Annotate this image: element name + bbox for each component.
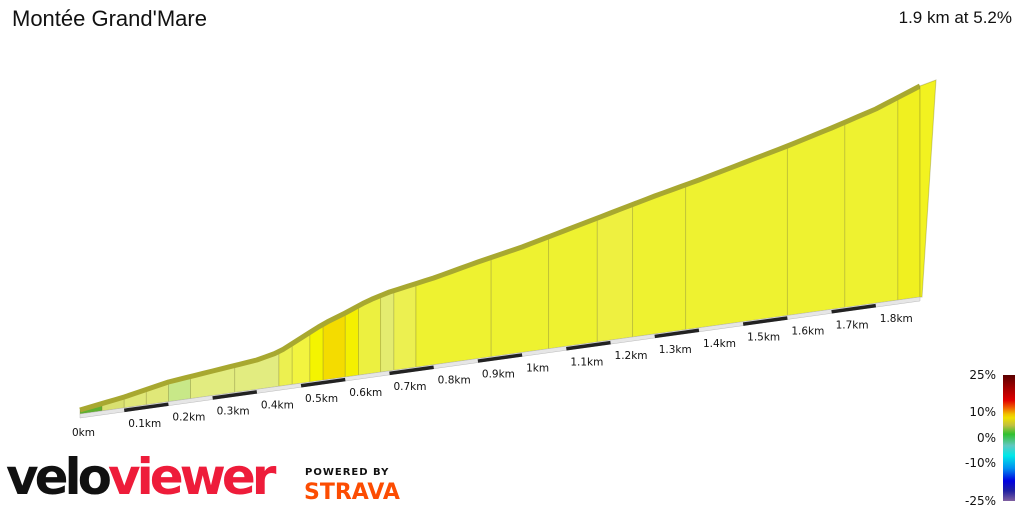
climb-summary: 1.9 km at 5.2% xyxy=(898,8,1012,27)
logo-viewer: viewer xyxy=(108,448,276,506)
profile-top-edge-line xyxy=(79,83,922,413)
profile-top-edge xyxy=(79,79,937,413)
profile-segment xyxy=(632,184,687,338)
legend-label-10: 10% xyxy=(969,405,996,419)
veloviewer-logo: veloviewer xyxy=(6,452,276,502)
axis-tick-label: 0.7km xyxy=(393,381,426,393)
profile-segment xyxy=(344,305,359,378)
axis-tick-label: 1.6km xyxy=(791,325,824,337)
axis-tick-label: 1.5km xyxy=(747,332,780,344)
legend-label-0: 0% xyxy=(976,431,996,445)
axis-scale-bar xyxy=(742,316,788,326)
axis-scale-bar xyxy=(123,402,169,413)
axis-scale-bar xyxy=(654,328,700,339)
legend-label-neg10: -10% xyxy=(964,456,996,470)
climb-title: Montée Grand'Mare xyxy=(12,6,207,31)
logo-velo: velo xyxy=(6,448,112,506)
axis-tick-labels: 0km 0.1km 0.2km 0.3km 0.4km 0.5km 0.6km 0.7km 0.… xyxy=(72,313,913,439)
axis-scale-bar xyxy=(212,390,258,400)
axis-tick-label: 1.3km xyxy=(659,344,692,356)
gradient-legend-bar xyxy=(1003,375,1015,501)
axis-scale-bar xyxy=(389,365,434,376)
axis-tick-label: 1.4km xyxy=(703,338,736,350)
axis-tick-label: 0.9km xyxy=(482,369,515,381)
profile-segment xyxy=(358,294,382,376)
profile-end-cap xyxy=(919,79,937,298)
axis-scale-bar xyxy=(566,340,611,351)
profile-segment xyxy=(897,85,921,301)
profile-segment xyxy=(844,96,899,308)
axis-scale-bar xyxy=(831,303,877,314)
axis-scale-bar xyxy=(477,353,523,363)
axis-tick-label: 0.8km xyxy=(438,375,471,387)
profile-segment xyxy=(596,203,634,343)
axis-tick-label: 1km xyxy=(526,362,549,374)
axis-tick-label: 0.4km xyxy=(261,399,294,411)
axis-tick-label: 1.2km xyxy=(615,350,648,362)
distance-axis xyxy=(79,296,921,419)
profile-segment xyxy=(415,256,492,368)
axis-tick-label: 0.6km xyxy=(349,387,382,399)
axis-tick-label: 0.5km xyxy=(305,393,338,405)
axis-tick-label: 0.3km xyxy=(217,406,250,418)
profile-segment xyxy=(548,217,598,350)
profile-segment xyxy=(685,145,788,331)
profile-segment xyxy=(380,290,395,373)
powered-by-label: POWERED BY xyxy=(305,467,390,478)
profile-segment xyxy=(786,121,846,316)
legend-label-max: 25% xyxy=(969,368,996,382)
axis-scale-bar xyxy=(300,377,346,388)
axis-tick-label: 0.1km xyxy=(128,418,161,430)
axis-tick-label: 0km xyxy=(72,427,95,439)
profile-segment xyxy=(393,283,417,371)
axis-tick-label: 1.7km xyxy=(836,319,869,331)
legend-label-min: -25% xyxy=(964,494,996,508)
axis-tick-label: 0.2km xyxy=(172,412,205,424)
strava-logo: STRAVA xyxy=(304,480,400,505)
profile-segments xyxy=(79,85,921,415)
axis-tick-label: 1.1km xyxy=(570,356,603,368)
axis-tick-label: 1.8km xyxy=(880,313,913,325)
